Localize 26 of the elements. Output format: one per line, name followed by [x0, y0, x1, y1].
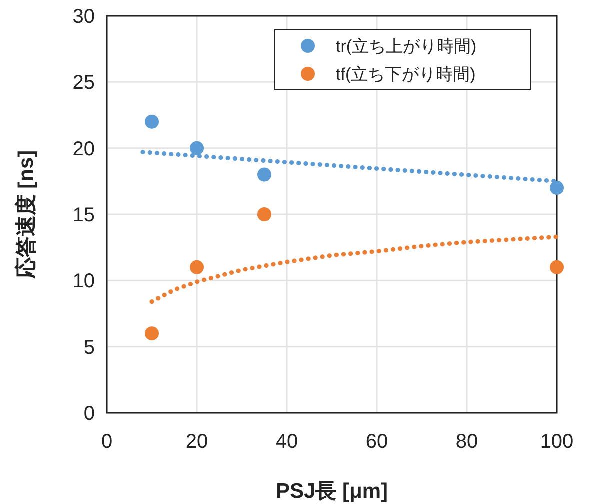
y-tick-label: 0 [84, 403, 95, 425]
point [190, 260, 204, 274]
point [258, 168, 272, 182]
point [145, 114, 159, 129]
x-axis-title: PSJ長 [μm] [276, 480, 388, 503]
legend-label: tf(立ち下がり時間) [336, 65, 476, 84]
x-tick-label: 100 [540, 431, 574, 453]
line-series [150, 234, 560, 304]
y-tick-label: 5 [84, 336, 95, 359]
x-tick-label: 80 [456, 431, 478, 453]
point [258, 208, 272, 222]
point [190, 141, 204, 156]
legend-label: tr(立ち上がり時間) [336, 37, 477, 56]
x-tick-label: 60 [366, 431, 388, 453]
x-tick-label: 40 [276, 431, 298, 453]
y-tick-label: 30 [72, 6, 95, 28]
y-tick-label: 10 [72, 270, 95, 293]
y-tick-label: 15 [72, 204, 95, 226]
y-tick-label: 20 [72, 138, 95, 160]
point [550, 260, 564, 274]
y-tick-label: 25 [72, 72, 95, 94]
point [550, 181, 564, 196]
x-tick-label: 0 [101, 431, 113, 453]
point [145, 326, 159, 341]
y-axis-title: 応答速度 [ns] [14, 150, 38, 280]
x-tick-label: 20 [186, 431, 208, 453]
